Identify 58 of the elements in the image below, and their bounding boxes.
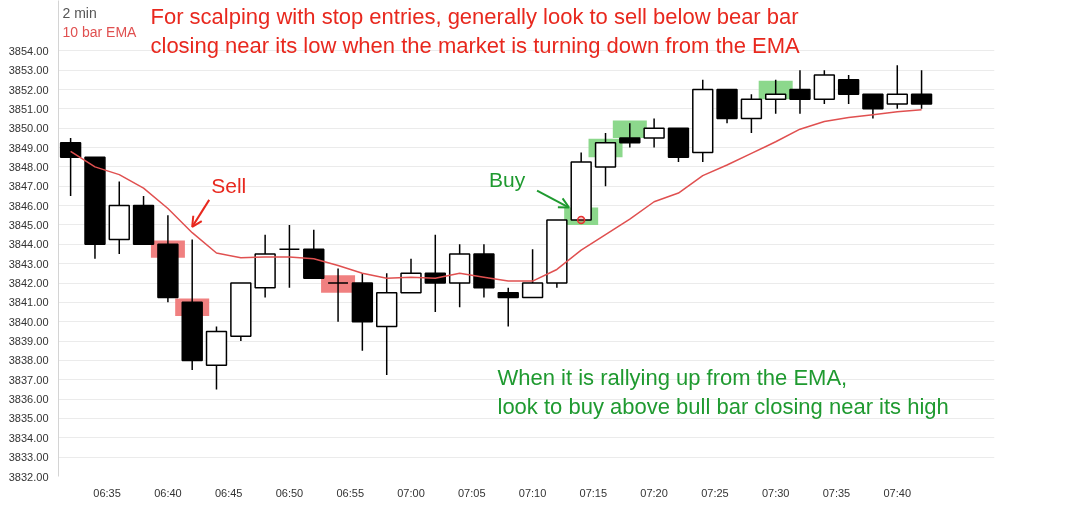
y-tick-label: 3833.00 xyxy=(8,451,49,464)
candlestick xyxy=(327,267,349,323)
candlestick xyxy=(789,69,811,115)
x-tick-label: 07:00 xyxy=(397,486,425,499)
x-tick-label: 07:05 xyxy=(458,486,486,499)
annotation: When it is rallying up from the EMA, look to buy above bull bar closing near its high xyxy=(497,364,949,419)
candlestick xyxy=(886,64,908,110)
x-tick-label: 07:20 xyxy=(640,486,668,499)
y-tick-label: 3841.00 xyxy=(8,296,49,309)
y-tick-label: 3850.00 xyxy=(8,122,49,135)
candlestick xyxy=(521,248,544,299)
y-tick-label: 3842.00 xyxy=(8,277,49,289)
candlestick xyxy=(59,137,82,197)
y-tick-label: 3851.00 xyxy=(8,102,49,115)
x-tick-label: 06:50 xyxy=(275,486,304,499)
candlestick xyxy=(400,258,422,294)
x-tick-label: 07:10 xyxy=(518,486,547,499)
candlestick xyxy=(764,79,787,115)
x-tick-label: 07:35 xyxy=(822,486,851,499)
text: 10 bar EMA xyxy=(62,23,138,40)
y-tick-label: 3835.00 xyxy=(8,412,49,425)
x-tick-label: 06:40 xyxy=(154,486,182,499)
candlestick xyxy=(497,287,519,328)
y-tick-label: 3840.00 xyxy=(8,315,49,328)
y-tick-label: 3852.00 xyxy=(8,83,49,96)
x-tick-label: 06:45 xyxy=(214,486,243,499)
y-tick-label: 3843.00 xyxy=(8,257,49,270)
y-tick-label: 3836.00 xyxy=(8,393,49,406)
y-tick-label: 3834.00 xyxy=(8,431,49,444)
x-tick-label: 07:15 xyxy=(579,486,608,499)
x-tick-label: 07:30 xyxy=(761,486,790,499)
candlestick xyxy=(619,122,641,149)
x-tick-label: 06:55 xyxy=(336,486,365,499)
annotation: Sell xyxy=(211,174,247,198)
y-tick-label: 3838.00 xyxy=(8,354,49,367)
y-tick-label: 3853.00 xyxy=(8,64,49,77)
candlestick xyxy=(837,74,860,105)
y-tick-label: 3844.00 xyxy=(8,238,49,251)
y-tick-label: 3832.00 xyxy=(8,470,49,483)
y-tick-label: 3845.00 xyxy=(8,218,49,231)
candlestick xyxy=(278,224,301,289)
candlestick xyxy=(910,69,933,110)
y-tick-label: 3849.00 xyxy=(8,141,49,154)
candlestick xyxy=(643,117,665,149)
chart-title: 2 min xyxy=(62,4,97,21)
candlestick xyxy=(740,93,763,134)
y-tick-label: 3848.00 xyxy=(8,160,49,173)
candlestick xyxy=(862,93,884,120)
y-tick-label: 3847.00 xyxy=(8,180,49,193)
y-tick-label: 3837.00 xyxy=(8,373,49,386)
annotation: Buy xyxy=(489,168,526,192)
x-tick-label: 07:40 xyxy=(883,486,912,499)
y-tick-label: 3839.00 xyxy=(8,335,49,348)
x-tick-label: 07:25 xyxy=(701,486,729,499)
annotation: For scalping with stop entries, generally look to sell below bear bar closing near its low when the market is turning down from the EMA xyxy=(150,3,801,58)
y-tick-label: 3854.00 xyxy=(8,44,49,57)
x-tick-label: 06:35 xyxy=(93,486,121,499)
y-tick-label: 3846.00 xyxy=(8,199,49,212)
